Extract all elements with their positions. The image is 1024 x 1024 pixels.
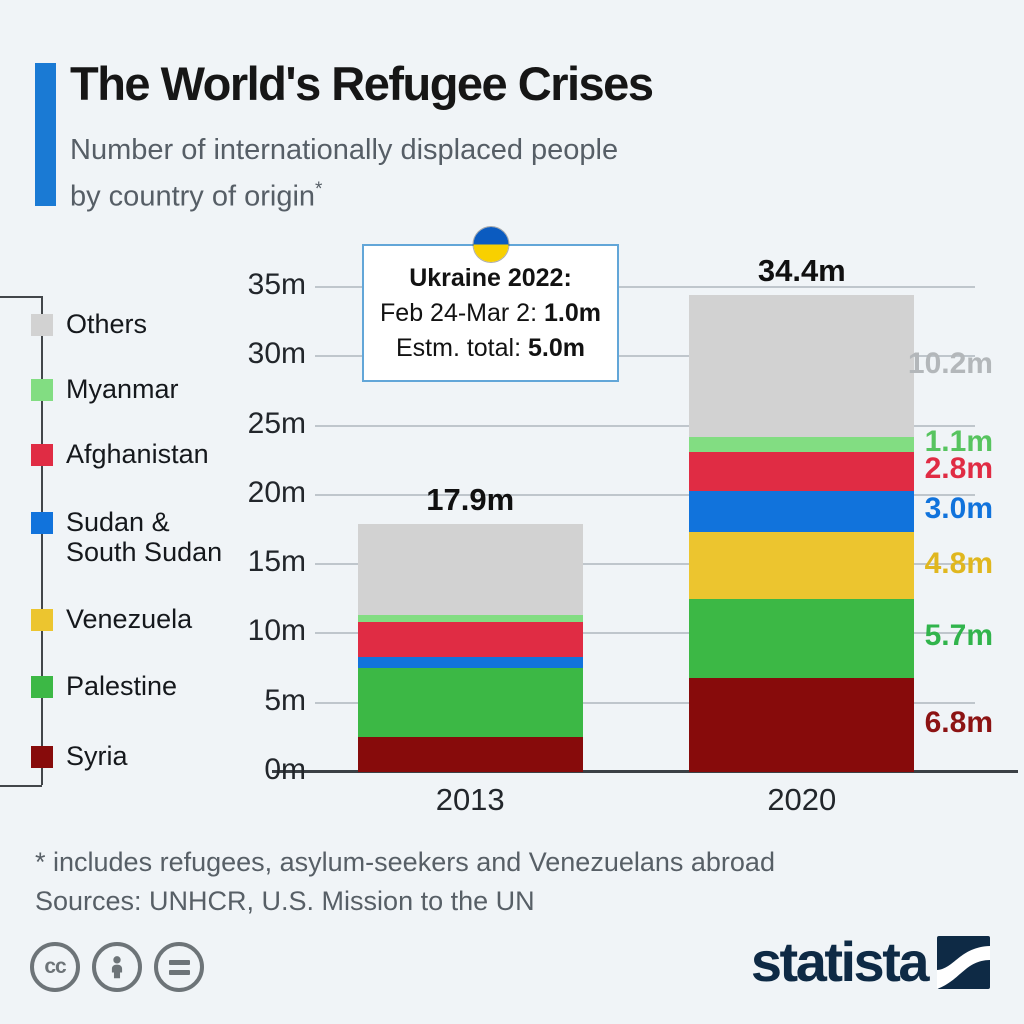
bar-segment-2013-sudan bbox=[357, 657, 583, 669]
bar-segment-2020-venezuela bbox=[689, 532, 915, 599]
legend-label: Myanmar bbox=[66, 374, 179, 404]
legend-swatch-afghanistan bbox=[31, 444, 53, 466]
legend-bracket-vertical bbox=[41, 296, 43, 785]
legend-label: Others bbox=[66, 309, 148, 339]
value-label-palestine: 5.7m bbox=[924, 619, 993, 653]
footnote-text: * includes refugees, asylum-seekers and … bbox=[35, 847, 775, 877]
value-label-sudan: 3.0m bbox=[924, 492, 993, 526]
no-derivatives-equals-icon bbox=[154, 942, 204, 992]
y-tick-label: 20m bbox=[247, 475, 306, 509]
page-subtitle: Number of internationally displaced peop… bbox=[70, 131, 618, 217]
legend-label: Sudan & South Sudan bbox=[66, 507, 223, 567]
legend-swatch-sudan bbox=[31, 512, 53, 534]
ukraine-flag-icon bbox=[473, 227, 508, 262]
total-label-2013: 17.9m bbox=[426, 481, 515, 517]
annotation-line3-value: 5.0m bbox=[528, 334, 585, 362]
legend-label: Afghanistan bbox=[66, 439, 209, 469]
annotation-line2-label: Feb 24-Mar 2: bbox=[380, 299, 538, 327]
y-tick-label: 30m bbox=[247, 337, 306, 371]
value-label-others: 10.2m bbox=[907, 346, 993, 380]
bar-segment-2013-others bbox=[357, 523, 583, 616]
annotation-line3-label: Estm. total: bbox=[396, 334, 522, 362]
y-tick-label: 25m bbox=[247, 406, 306, 440]
gridline-35m bbox=[315, 286, 975, 288]
annotation-line3: Estm. total: 5.0m bbox=[370, 331, 611, 366]
legend-bracket-top bbox=[0, 296, 42, 298]
annotation-line2-value: 1.0m bbox=[543, 299, 601, 327]
y-tick-label: 5m bbox=[264, 683, 306, 717]
subtitle-line2: by country of origin bbox=[70, 180, 316, 213]
legend-swatch-palestine bbox=[31, 676, 53, 698]
cc-icon: cc bbox=[30, 942, 80, 992]
legend-swatch-myanmar bbox=[31, 379, 53, 401]
y-tick-label: 10m bbox=[247, 614, 306, 648]
x-tick-label-2020: 2020 bbox=[767, 782, 837, 817]
ukraine-annotation-box: Ukraine 2022: Feb 24-Mar 2: 1.0m Estm. t… bbox=[362, 227, 619, 382]
statista-logo: statista bbox=[751, 934, 990, 990]
value-label-afghanistan: 2.8m bbox=[924, 452, 993, 486]
bar-2020 bbox=[689, 287, 915, 772]
person-glyph bbox=[111, 956, 123, 979]
bar-segment-2013-myanmar bbox=[357, 615, 583, 623]
sources-text: Sources: UNHCR, U.S. Mission to the UN bbox=[35, 886, 535, 916]
y-tick-label: 15m bbox=[247, 545, 306, 579]
legend-swatch-others bbox=[31, 314, 53, 336]
value-label-syria: 6.8m bbox=[924, 705, 993, 739]
annotation-line2: Feb 24-Mar 2: 1.0m bbox=[370, 296, 611, 331]
gridline-20m bbox=[315, 493, 975, 496]
total-label-2020: 34.4m bbox=[757, 253, 846, 289]
statista-wordmark: statista bbox=[750, 930, 930, 993]
title-accent-bar bbox=[35, 63, 56, 206]
bar-2013 bbox=[357, 287, 583, 772]
statista-logo-mark bbox=[937, 935, 990, 989]
bar-segment-2013-afghanistan bbox=[357, 622, 583, 657]
attribution-person-icon bbox=[92, 942, 142, 992]
license-badges: cc bbox=[30, 942, 204, 992]
legend-bracket-bottom bbox=[0, 785, 42, 787]
bar-segment-2020-palestine bbox=[689, 598, 915, 678]
bar-segment-2020-syria bbox=[689, 677, 915, 772]
gridline-25m bbox=[315, 424, 975, 427]
bar-segment-2020-myanmar bbox=[689, 436, 915, 452]
x-axis-line bbox=[272, 770, 1018, 773]
value-label-venezuela: 4.8m bbox=[924, 546, 993, 580]
annotation-title: Ukraine 2022: bbox=[409, 264, 572, 292]
bar-segment-2020-afghanistan bbox=[689, 451, 915, 491]
footer-notes: * includes refugees, asylum-seekers and … bbox=[35, 843, 775, 921]
bar-segment-2013-palestine bbox=[357, 668, 583, 738]
gridline-30m bbox=[315, 355, 975, 358]
value-label-myanmar: 1.1m bbox=[924, 425, 993, 459]
subtitle-asterisk: * bbox=[315, 179, 323, 200]
bar-segment-2020-others bbox=[689, 295, 915, 437]
y-tick-label: 35m bbox=[247, 268, 306, 301]
legend-label: Venezuela bbox=[66, 604, 193, 634]
cc-glyph: cc bbox=[44, 955, 66, 978]
page-title: The World's Refugee Crises bbox=[70, 57, 654, 110]
legend-swatch-venezuela bbox=[31, 609, 53, 631]
gridline-5m bbox=[315, 701, 975, 704]
bar-segment-2020-sudan bbox=[689, 490, 915, 533]
legend-label: Syria bbox=[66, 741, 128, 771]
legend-swatch-syria bbox=[31, 746, 53, 768]
gridline-10m bbox=[315, 632, 975, 635]
y-tick-label: 0m bbox=[264, 753, 306, 786]
chart-plot-area bbox=[315, 286, 975, 772]
subtitle-line1: Number of internationally displaced peop… bbox=[70, 134, 619, 166]
equals-glyph bbox=[168, 959, 190, 975]
bar-segment-2013-syria bbox=[357, 737, 583, 772]
x-tick-label-2013: 2013 bbox=[435, 782, 505, 817]
legend-label: Palestine bbox=[66, 671, 178, 701]
gridline-15m bbox=[315, 563, 975, 566]
